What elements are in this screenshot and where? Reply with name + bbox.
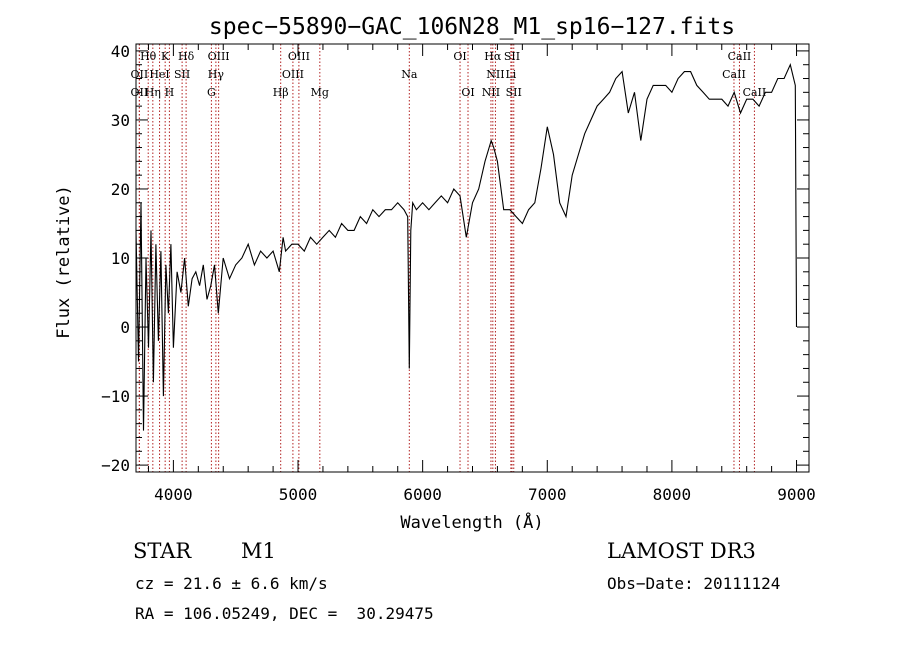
line-label-11: G <box>207 86 216 99</box>
x-tick-label-5: 9000 <box>777 485 816 504</box>
line-label-12: Hβ <box>273 86 289 99</box>
line-label-0: Hθ <box>140 50 157 63</box>
y-tick-label-6: 40 <box>111 42 130 61</box>
observation-date: Obs−Date: 20111124 <box>607 574 781 593</box>
line-label-10: Hγ <box>208 68 225 81</box>
line-label-27: CaII <box>743 86 767 99</box>
line-label-6: H <box>165 86 175 99</box>
object-class: STAR <box>133 539 192 563</box>
plot-frame <box>135 43 810 473</box>
y-tick-label-4: 20 <box>111 180 130 199</box>
x-tick-label-0: 4000 <box>154 485 193 504</box>
x-tick-label-2: 6000 <box>403 485 442 504</box>
line-label-15: Mg <box>311 86 329 99</box>
line-label-9: OIII <box>208 50 230 63</box>
line-label-3: K <box>161 50 170 63</box>
y-tick-label-3: 10 <box>111 249 130 268</box>
line-label-1: OII <box>131 68 149 81</box>
line-label-21: NII <box>486 68 504 81</box>
y-tick-label-0: −20 <box>101 456 130 475</box>
line-label-26: CaII <box>722 68 746 81</box>
redshift-velocity: cz = 21.6 ± 6.6 km/s <box>135 574 328 593</box>
line-label-20: SII <box>504 50 520 63</box>
line-label-18: OI <box>461 86 474 99</box>
line-label-24: SII <box>506 86 522 99</box>
spectrum-series-line <box>135 63 798 431</box>
line-label-16: Na <box>401 68 418 81</box>
line-label-5: Hη <box>145 86 161 99</box>
line-label-25: CaII <box>728 50 752 63</box>
coordinates: RA = 106.05249, DEC = 30.29475 <box>135 604 434 623</box>
spectral-line-markers <box>138 44 755 472</box>
x-axis-label: Wavelength (Å) <box>400 511 543 533</box>
line-label-7: SII <box>174 68 190 81</box>
line-label-4: HeI <box>149 68 169 81</box>
line-label-14: OIII <box>282 68 304 81</box>
line-label-17: OI <box>453 50 466 63</box>
line-label-13: OIII <box>288 50 310 63</box>
y-tick-label-1: −10 <box>101 387 130 406</box>
x-tick-label-3: 7000 <box>528 485 567 504</box>
axis-ticks: 4000 5000 6000 7000 8000 9000 −20 −10 0 10 20 30 40 <box>101 42 816 504</box>
y-tick-label-2: 0 <box>120 318 130 337</box>
survey-name: LAMOST DR3 <box>607 539 756 563</box>
line-label-23: NII <box>482 86 500 99</box>
x-tick-label-4: 8000 <box>653 485 692 504</box>
y-tick-label-5: 30 <box>111 111 130 130</box>
chart-title: spec−55890−GAC_106N28_M1_sp16−127.fits <box>209 14 735 40</box>
line-label-8: Hδ <box>178 50 195 63</box>
line-label-19: Hα <box>484 50 502 63</box>
line-label-22: Li <box>505 68 516 81</box>
object-subclass: M1 <box>241 539 276 563</box>
x-tick-label-1: 5000 <box>279 485 318 504</box>
y-axis-label: Flux (relative) <box>54 185 74 339</box>
